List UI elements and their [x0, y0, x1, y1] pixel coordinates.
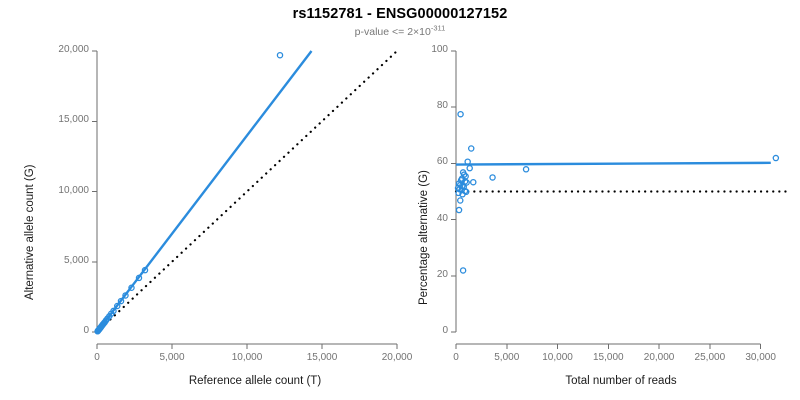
- right-x-tick-label: 30,000: [745, 352, 776, 363]
- right-y-tick-label: 20: [436, 268, 448, 280]
- left-x-axis-label: Reference allele count (T): [188, 375, 322, 387]
- data-point: [110, 307, 117, 315]
- p-value-exponent: -311: [430, 23, 446, 33]
- percentage-alternative-plot: [451, 50, 788, 349]
- left-x-tick-label: 20,000: [381, 352, 413, 363]
- right-y-axis-label: Percentage alternative (G): [418, 170, 430, 305]
- data-point: [455, 189, 462, 197]
- right-x-tick-label: 0: [453, 352, 459, 363]
- data-point: [276, 51, 284, 59]
- left-y-tick-label: 5,000: [63, 254, 89, 266]
- left-x-tick-label: 5,000: [159, 352, 185, 363]
- data-point: [114, 302, 121, 310]
- allele-count-plot: [92, 49, 399, 349]
- data-point: [135, 274, 143, 282]
- data-point: [459, 267, 467, 274]
- page-title: rs1152781 - ENSG00000127152: [292, 6, 508, 22]
- data-point: [467, 145, 475, 152]
- p-value-text: p-value <= 2×10: [354, 26, 431, 38]
- right-x-axis-label: Total number of reads: [565, 375, 677, 387]
- right-x-tick-label: 5,000: [494, 352, 520, 363]
- data-point: [464, 158, 471, 165]
- left-y-tick-label: 0: [83, 325, 89, 336]
- right-x-tick-label: 10,000: [542, 352, 573, 363]
- data-point: [128, 284, 135, 291]
- left-y-tick-label: 20,000: [58, 44, 89, 55]
- left-y-tick-label: 15,000: [58, 114, 89, 126]
- data-point: [141, 266, 149, 274]
- data-point: [522, 166, 530, 173]
- right-y-tick-label: 60: [436, 156, 448, 168]
- data-point: [466, 164, 473, 172]
- right-x-tick-label: 15,000: [593, 352, 624, 363]
- data-point: [455, 206, 463, 214]
- data-point: [459, 191, 466, 198]
- data-point: [463, 179, 470, 186]
- p-value-subtitle: p-value <= 2×10-311: [0, 24, 800, 39]
- left-y-tick-label: 10,000: [58, 184, 89, 196]
- right-x-tick-label: 20,000: [643, 352, 675, 363]
- right-y-tick-label: 40: [436, 212, 448, 224]
- allele-count-panel: Alternative allele count (G) Reference a…: [24, 44, 412, 387]
- data-point: [470, 178, 477, 186]
- data-point: [457, 110, 464, 118]
- data-point: [772, 154, 780, 162]
- left-x-tick-label: 10,000: [231, 352, 263, 363]
- left-x-tick-label: 0: [94, 352, 100, 363]
- percentage-alternative-panel: Percentage alternative (G) Total number …: [400, 0, 800, 400]
- right-y-tick-label: 0: [442, 325, 448, 336]
- right-y-tick-label: 80: [436, 100, 448, 112]
- right-y-tick-label: 100: [431, 44, 448, 55]
- data-point: [122, 292, 129, 299]
- left-x-tick-label: 15,000: [306, 352, 338, 363]
- data-point: [489, 174, 496, 181]
- data-point: [457, 197, 464, 204]
- data-point: [117, 297, 125, 305]
- right-x-tick-label: 25,000: [694, 352, 726, 363]
- title-block: rs1152781 - ENSG00000127152 p-value <= 2…: [0, 0, 800, 39]
